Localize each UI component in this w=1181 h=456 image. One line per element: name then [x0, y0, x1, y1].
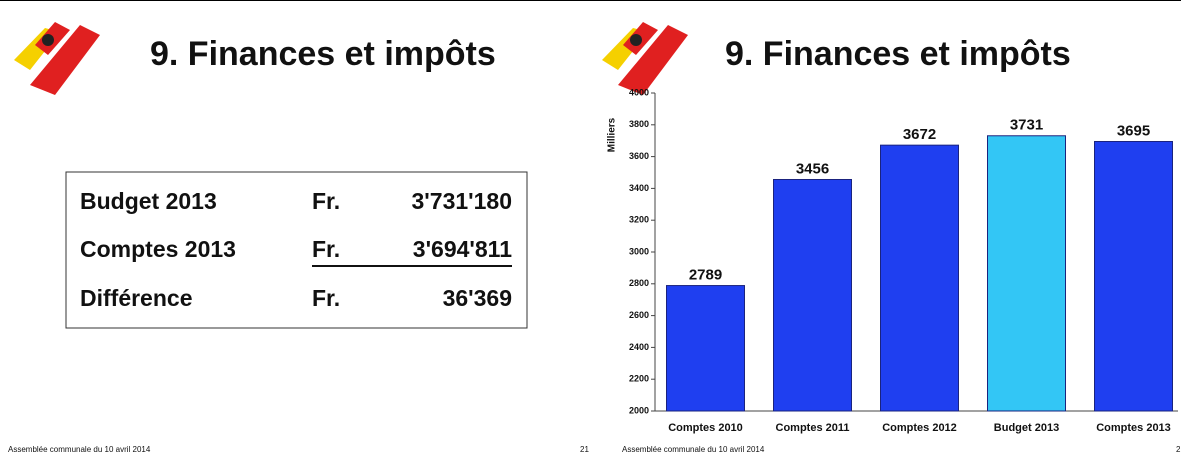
row-label: Différence	[80, 285, 192, 311]
y-tick-label: 2000	[629, 405, 649, 415]
page-number: 21	[580, 445, 589, 454]
amount: 3'694'811	[413, 236, 512, 262]
footer: Assemblée communale du 10 avril 2014	[622, 445, 765, 454]
slide-title: 9. Finances et impôts	[725, 35, 1071, 73]
data-label: 3731	[1010, 117, 1043, 134]
amount: 36'369	[443, 285, 512, 311]
bar	[987, 135, 1066, 412]
page-number: 2	[1176, 445, 1181, 454]
y-tick-label: 4000	[629, 87, 649, 97]
y-tick-label: 3000	[629, 246, 649, 256]
currency: Fr.	[312, 285, 340, 311]
data-label: 3695	[1117, 122, 1150, 139]
x-tick-label: Comptes 2013	[1096, 422, 1171, 434]
data-label: 3672	[903, 126, 936, 143]
y-tick-label: 3600	[629, 151, 649, 161]
table-box	[65, 171, 528, 329]
bar	[1094, 140, 1173, 412]
y-tick-label: 2600	[629, 310, 649, 320]
row-label: Comptes 2013	[80, 236, 236, 262]
bar	[666, 285, 745, 412]
currency: Fr.	[312, 236, 340, 262]
data-label: 2789	[689, 267, 722, 284]
y-tick-label: 2800	[629, 278, 649, 288]
y-tick-label: 3800	[629, 119, 649, 129]
x-tick-label: Comptes 2012	[882, 422, 957, 434]
logo	[14, 22, 100, 95]
x-tick-label: Comptes 2011	[776, 422, 850, 434]
y-tick-label: 2400	[629, 342, 649, 352]
y-axis-label: Milliers	[607, 117, 618, 152]
y-tick-label: 3200	[629, 215, 649, 225]
x-tick-label: Comptes 2010	[668, 422, 743, 434]
bar	[773, 178, 852, 412]
logo	[602, 22, 688, 95]
row-label: Budget 2013	[80, 188, 217, 214]
y-tick-label: 3400	[629, 183, 649, 193]
amount: 3'731'180	[412, 188, 512, 214]
x-tick-label: Budget 2013	[994, 422, 1059, 434]
bar	[880, 144, 959, 412]
slide-title: 9. Finances et impôts	[150, 35, 496, 73]
footer: Assemblée communale du 10 avril 2014	[8, 445, 151, 454]
data-label: 3456	[796, 160, 829, 177]
y-tick-label: 2200	[629, 374, 649, 384]
currency: Fr.	[312, 188, 340, 214]
